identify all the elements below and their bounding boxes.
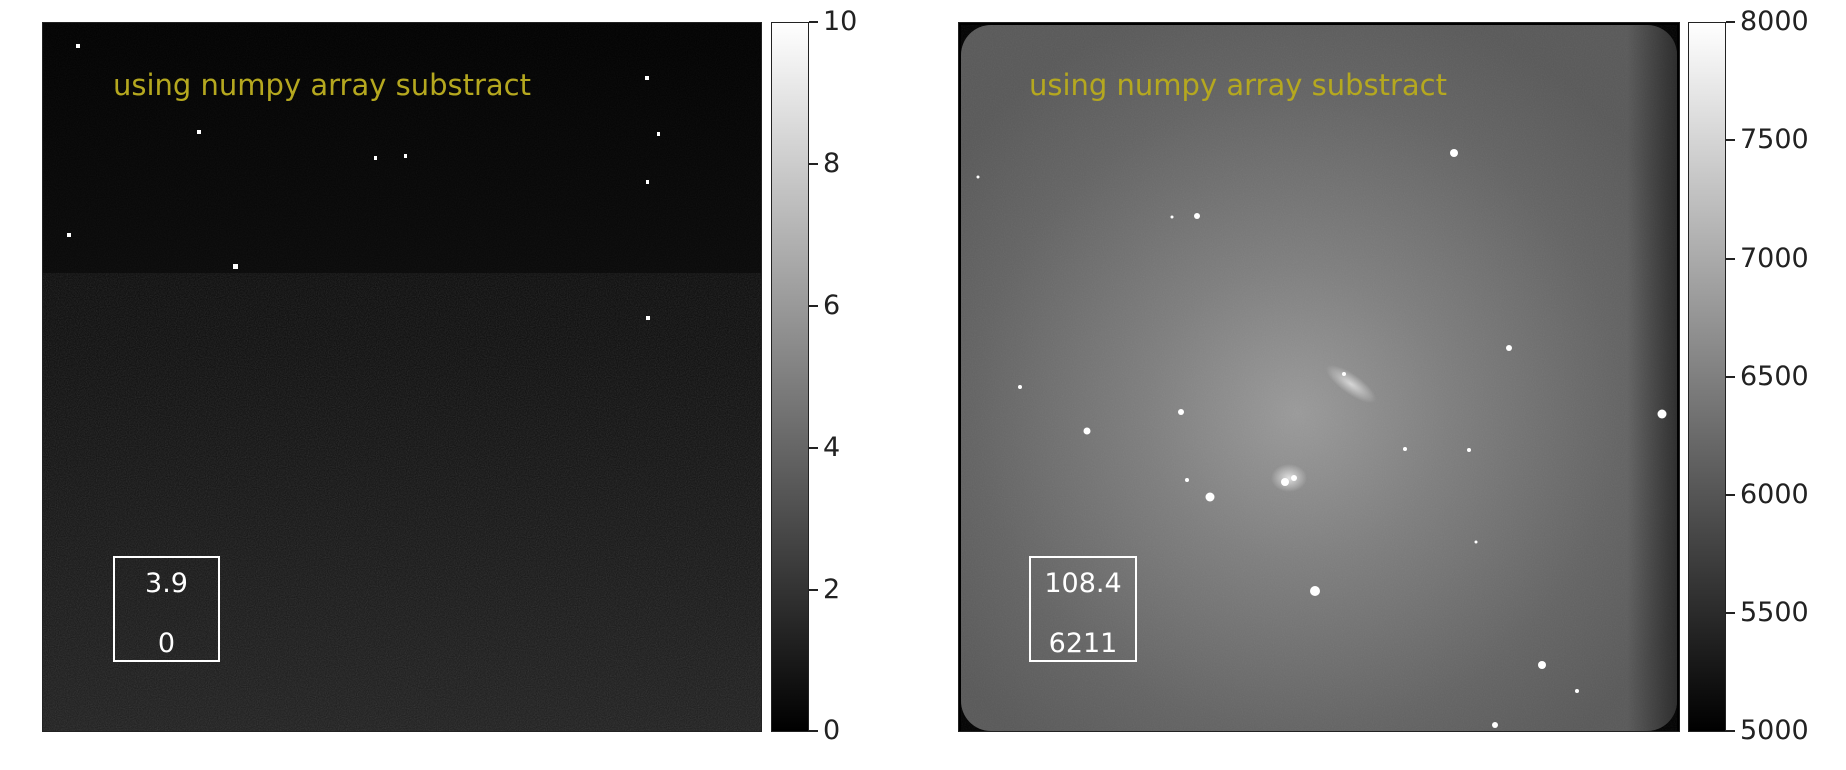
left-noise-image (43, 23, 761, 731)
right-image-panel: using numpy array substract 108.4 6211 (958, 22, 1680, 732)
left-stat-bottom: 0 (157, 628, 176, 659)
right-colorbar (1688, 22, 1726, 732)
left-stat-box: 3.9 0 (113, 556, 220, 662)
left-stat-top: 3.9 (145, 568, 188, 599)
left-annotation-text: using numpy array substract (113, 68, 531, 102)
stars (976, 149, 1667, 728)
right-stat-box: 108.4 6211 (1029, 556, 1137, 662)
left-colorbar (771, 22, 809, 732)
left-image-panel: using numpy array substract 3.9 0 (42, 22, 762, 732)
right-colorbar-ticks: 8000 7500 7000 6500 6000 5500 5000 (1726, 6, 1836, 746)
right-astro-image (959, 23, 1679, 731)
left-colorbar-ticks: 10 8 6 4 2 0 (809, 6, 889, 746)
right-stat-bottom: 6211 (1048, 628, 1118, 659)
hot-pixels (67, 44, 660, 320)
right-annotation-text: using numpy array substract (1029, 68, 1447, 102)
right-stat-top: 108.4 (1044, 568, 1122, 599)
